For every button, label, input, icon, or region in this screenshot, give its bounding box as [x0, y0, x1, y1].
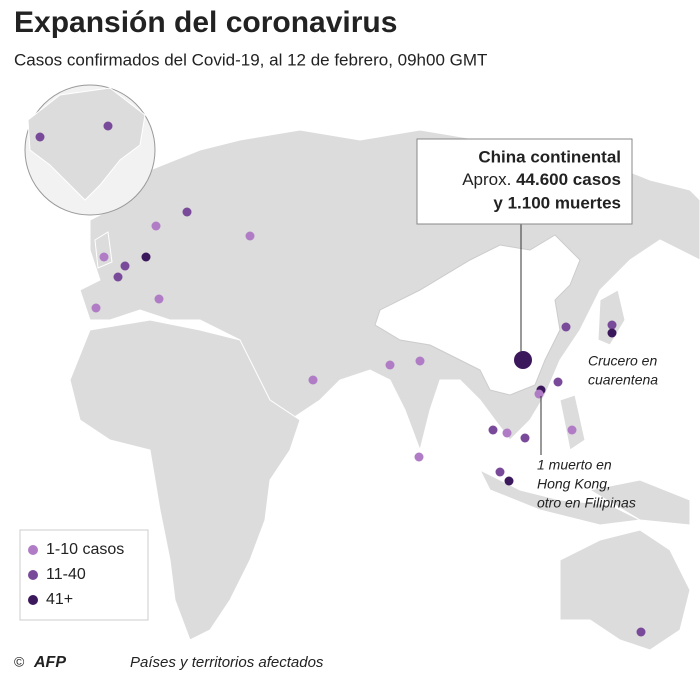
- legend-box: [19, 529, 149, 621]
- case-dot: [607, 328, 617, 338]
- north-america: [27, 87, 146, 201]
- legend-swatch: [28, 595, 38, 605]
- case-dot: [120, 261, 130, 271]
- case-dot: [504, 476, 514, 486]
- case-dot: [495, 467, 505, 477]
- callout-cases: 44.600 casos: [516, 170, 621, 189]
- case-dot: [182, 207, 192, 217]
- agency-logo: AFP: [33, 654, 66, 671]
- australia: [559, 529, 691, 651]
- case-dot: [567, 425, 577, 435]
- header-bg: [0, 0, 700, 82]
- japan: [597, 289, 626, 346]
- annotation: Crucero en: [588, 353, 657, 369]
- case-dot: [91, 303, 101, 313]
- case-dot: [488, 425, 498, 435]
- annotation: 1 muerto en: [537, 457, 612, 473]
- africa: [69, 319, 301, 641]
- footer-note: Países y territorios afectados: [130, 654, 324, 671]
- case-dot: [154, 294, 164, 304]
- case-dot: [502, 428, 512, 438]
- case-dot: [636, 627, 646, 637]
- case-dot: [553, 377, 563, 387]
- case-dot: [520, 433, 530, 443]
- annotation: Hong Kong,: [537, 476, 611, 492]
- china-dot: [514, 351, 532, 369]
- new-guinea: [588, 479, 691, 526]
- case-dot: [414, 452, 424, 462]
- globe-inset: [24, 84, 156, 216]
- case-dot: [561, 322, 571, 332]
- legend-swatch: [28, 545, 38, 555]
- case-dot: [141, 252, 151, 262]
- case-dot: [245, 231, 255, 241]
- case-dot: [103, 121, 113, 131]
- case-dot: [385, 360, 395, 370]
- annotation: otro en Filipinas: [537, 495, 636, 511]
- case-dot: [113, 272, 123, 282]
- legend-label: 41+: [46, 591, 73, 608]
- case-dot: [308, 375, 318, 385]
- copyright: ©: [14, 654, 25, 670]
- title: Expansión del coronavirus: [14, 6, 397, 39]
- case-dot: [35, 132, 45, 142]
- annotation: cuarentena: [588, 372, 658, 388]
- callout-deaths: y 1.100 muertes: [493, 193, 621, 212]
- case-dot: [99, 252, 109, 262]
- case-dot: [607, 320, 617, 330]
- callout-cases-line: Aprox. 44.600 casos: [462, 170, 621, 189]
- subtitle: Casos confirmados del Covid-19, al 12 de…: [14, 50, 487, 69]
- legend-swatch: [28, 570, 38, 580]
- callout-title: China continental: [478, 147, 621, 166]
- callout-prefix: Aprox.: [462, 170, 511, 189]
- case-dot: [151, 221, 161, 231]
- case-dot: [534, 389, 544, 399]
- legend-label: 11-40: [46, 566, 86, 583]
- callout-box: [416, 138, 633, 225]
- legend-label: 1-10 casos: [46, 541, 124, 558]
- philippines: [559, 394, 586, 451]
- case-dot: [415, 356, 425, 366]
- legend: 1-10 casos 11-40 41+: [28, 541, 124, 608]
